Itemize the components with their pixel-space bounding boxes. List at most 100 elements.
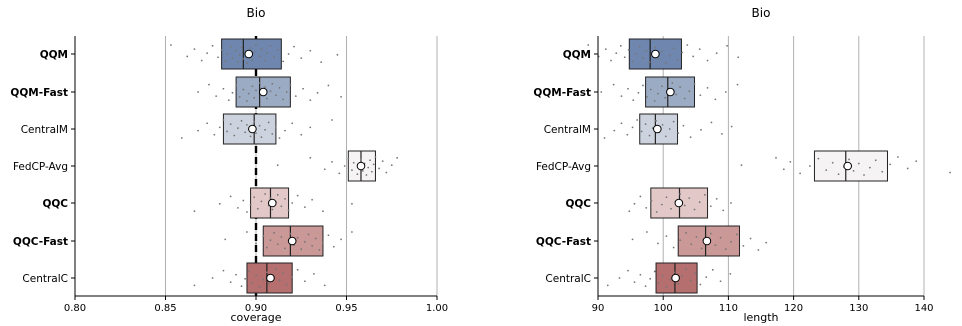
points-FedCP-Avg — [276, 156, 399, 176]
data-point — [253, 196, 256, 199]
data-point — [186, 55, 189, 58]
mean-marker — [248, 124, 257, 134]
data-point — [628, 210, 631, 213]
data-point — [631, 60, 634, 63]
x-tick-label: 140 — [914, 303, 933, 314]
data-point — [729, 273, 732, 275]
x-tick-label: 100 — [654, 303, 673, 314]
data-point — [276, 49, 279, 51]
data-point — [180, 137, 183, 139]
data-point — [672, 120, 675, 123]
data-point — [235, 49, 237, 52]
data-point — [211, 277, 214, 279]
data-point — [699, 94, 702, 97]
data-point — [618, 277, 621, 279]
data-point — [291, 276, 294, 279]
data-point — [269, 239, 272, 242]
data-point — [238, 96, 241, 98]
data-point — [255, 274, 257, 277]
data-point — [660, 203, 663, 206]
data-point — [715, 198, 718, 200]
data-point — [247, 270, 250, 273]
data-point — [331, 119, 333, 121]
points-QQC — [628, 193, 732, 213]
data-point — [626, 133, 629, 136]
x-tick-label: 90 — [592, 303, 605, 314]
data-point — [676, 58, 679, 61]
data-point — [246, 211, 248, 213]
data-point — [340, 96, 342, 98]
data-point — [719, 280, 722, 283]
data-point — [240, 46, 243, 49]
data-point — [316, 91, 319, 94]
data-point — [671, 82, 674, 84]
data-point — [314, 237, 317, 240]
data-point — [706, 87, 709, 89]
data-point — [282, 60, 285, 63]
y-tick-label: QQC-Fast — [536, 236, 591, 248]
data-point — [378, 167, 380, 170]
data-point — [653, 100, 656, 102]
data-point — [313, 273, 315, 275]
data-point — [265, 52, 268, 55]
x-tick-label: 0.90 — [245, 303, 267, 314]
mean-marker — [651, 49, 660, 59]
data-point — [677, 282, 680, 285]
data-point — [336, 53, 339, 56]
data-point — [309, 49, 312, 52]
y-tick-label: QQC-Fast — [13, 236, 68, 248]
data-point — [655, 119, 657, 122]
data-point — [600, 91, 603, 93]
data-point — [231, 91, 234, 94]
data-point — [215, 95, 218, 97]
mean-marker — [702, 236, 712, 246]
data-point — [610, 59, 612, 62]
data-point — [264, 128, 266, 131]
mean-marker — [666, 87, 675, 97]
data-point — [644, 123, 647, 125]
mean-marker — [674, 198, 684, 208]
data-point — [649, 277, 652, 280]
data-point — [664, 135, 667, 138]
x-tick-label: 1.00 — [426, 303, 448, 314]
data-point — [619, 44, 622, 47]
data-point — [338, 172, 341, 175]
data-point — [653, 270, 656, 273]
data-point — [213, 133, 216, 136]
data-point — [309, 99, 312, 102]
data-point — [627, 269, 629, 272]
data-point — [775, 156, 777, 159]
data-point — [638, 45, 641, 48]
data-point — [639, 273, 642, 276]
y-tick-label: CentralC — [545, 273, 591, 285]
data-point — [881, 170, 884, 173]
data-point — [296, 268, 299, 271]
data-point — [709, 232, 712, 235]
data-point — [229, 45, 232, 48]
data-point — [206, 52, 209, 55]
data-point — [648, 61, 651, 64]
data-point — [742, 245, 745, 247]
data-point — [327, 234, 330, 237]
data-point — [170, 44, 172, 46]
data-point — [670, 207, 672, 210]
data-point — [646, 231, 648, 233]
data-point — [385, 171, 388, 174]
data-point — [620, 95, 623, 97]
data-point — [848, 158, 850, 161]
y-tick-label: QQC — [42, 198, 68, 210]
data-point — [683, 204, 686, 207]
data-point — [271, 208, 274, 211]
y-tick-label: FedCP-Avg — [536, 161, 591, 173]
data-point — [631, 126, 634, 129]
data-point — [307, 233, 310, 236]
data-point — [635, 53, 638, 55]
x-axis-label: coverage — [230, 311, 281, 324]
data-point — [255, 242, 257, 245]
data-point — [249, 203, 252, 206]
data-point — [685, 268, 687, 270]
data-point — [698, 48, 701, 50]
mean-marker — [287, 236, 297, 246]
y-tick-label: CentralM — [544, 124, 591, 136]
data-point — [668, 128, 671, 130]
